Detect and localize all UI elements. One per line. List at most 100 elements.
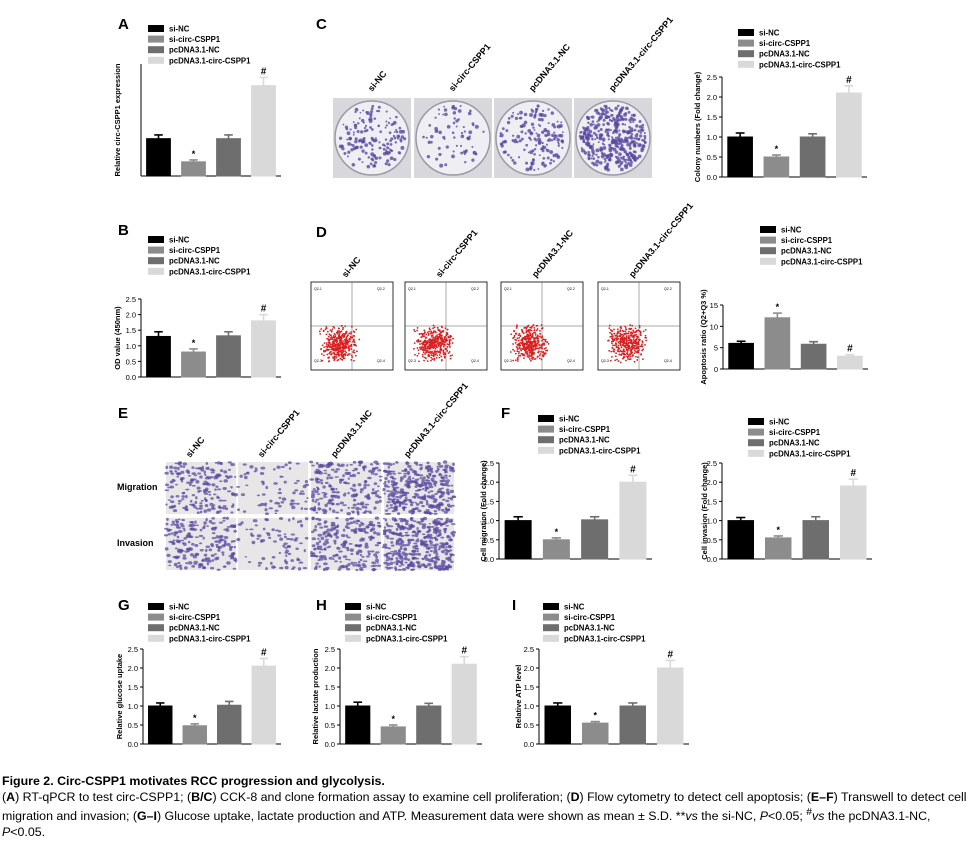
colony-dot <box>362 137 365 140</box>
cell-stain <box>416 549 419 553</box>
cell-stain <box>247 561 252 564</box>
cell-stain <box>335 525 339 528</box>
bar-3 <box>800 343 827 370</box>
cell-event <box>331 352 333 355</box>
cell-stain <box>429 544 434 546</box>
cell-stain <box>237 508 240 512</box>
cell-stain <box>397 472 402 475</box>
cell-stain <box>409 501 415 504</box>
cell-stain <box>372 567 376 572</box>
legend-swatch <box>345 613 361 621</box>
colony-dot <box>592 153 595 156</box>
cell-stain <box>452 496 456 498</box>
legend-label: si-circ-CSPP1 <box>169 246 221 255</box>
colony-dot <box>355 123 358 126</box>
legend-swatch <box>760 257 776 265</box>
cell-stain <box>359 488 364 492</box>
colony-dot <box>482 130 485 133</box>
y-tick-label: 2.0 <box>707 93 717 102</box>
cell-stain <box>223 541 227 544</box>
colony-dot <box>603 160 606 163</box>
colony-dot <box>357 139 361 143</box>
cell-stain <box>211 537 216 540</box>
cell-stain <box>395 496 400 499</box>
cell-stain <box>439 542 444 545</box>
colony-dot <box>438 152 442 157</box>
cell-stain <box>179 465 183 468</box>
colony-dot <box>512 134 515 137</box>
cell-stain <box>420 542 423 546</box>
cell-stain <box>293 539 298 542</box>
cell-stain <box>336 547 341 550</box>
bar-1 <box>544 705 571 745</box>
cell-stain <box>413 520 417 523</box>
colony-dot <box>617 164 621 168</box>
colony-dot <box>428 124 432 127</box>
y-axis-label: Cell migration (Fold change) <box>479 460 488 562</box>
cell-stain <box>203 470 206 475</box>
colony-dot <box>395 128 398 132</box>
cell-stain <box>371 488 375 492</box>
colony-dot <box>551 133 555 138</box>
colony-dot <box>351 162 356 167</box>
cell-stain <box>396 512 401 516</box>
cell-stain <box>378 475 383 478</box>
cell-stain <box>321 492 326 494</box>
colony-dot <box>394 141 397 144</box>
figure-caption: Figure 2. Circ-CSPP1 motivates RCC progr… <box>2 774 970 840</box>
colony-dot <box>385 120 388 123</box>
cell-stain <box>362 560 368 563</box>
colony-dot <box>455 144 458 147</box>
cell-stain <box>383 561 388 565</box>
cell-stain <box>286 544 292 549</box>
colony-dot <box>589 122 594 127</box>
cell-stain <box>387 552 393 555</box>
legend-label: pcDNA3.1-circ-CSPP1 <box>169 267 251 276</box>
colony-dot <box>549 150 554 154</box>
cell-stain <box>413 542 418 545</box>
cell-stain <box>330 524 335 527</box>
colony-dot <box>362 109 365 112</box>
significance-mark: # <box>630 464 636 475</box>
cell-stain <box>444 546 449 548</box>
cell-stain <box>373 482 378 486</box>
cell-stain <box>232 567 237 570</box>
panel-label-d: D <box>316 224 327 241</box>
colony-dot <box>537 117 542 122</box>
cell-stain <box>449 537 453 542</box>
cell-stain <box>249 528 254 531</box>
cell-stain <box>317 533 323 537</box>
cell-stain <box>164 489 170 492</box>
y-tick-label: 1.0 <box>707 517 717 526</box>
cell-stain <box>355 568 359 572</box>
cell-stain <box>183 537 188 540</box>
cell-stain <box>299 519 303 523</box>
cell-stain <box>443 474 448 477</box>
colony-dot <box>499 132 503 135</box>
cell-stain <box>164 471 169 475</box>
cell-stain <box>265 532 270 535</box>
colony-dot <box>614 144 618 148</box>
cell-stain <box>404 548 407 551</box>
cell-stain <box>191 466 195 469</box>
cell-stain <box>436 517 441 520</box>
cell-stain <box>230 540 234 543</box>
cell-stain <box>384 477 388 481</box>
cell-stain <box>331 494 336 498</box>
cell-stain <box>311 516 315 520</box>
cell-stain <box>205 558 210 563</box>
cell-stain <box>378 499 382 503</box>
cell-stain <box>425 554 428 557</box>
cell-stain <box>273 540 277 543</box>
cell-stain <box>384 566 389 569</box>
cell-stain <box>367 484 370 487</box>
colony-dot <box>532 158 535 161</box>
colony-dot <box>426 154 431 159</box>
cell-stain <box>397 537 402 541</box>
cell-stain <box>181 498 185 501</box>
colony-dot <box>550 111 555 115</box>
cell-stain <box>284 551 289 554</box>
cell-stain <box>242 463 247 466</box>
